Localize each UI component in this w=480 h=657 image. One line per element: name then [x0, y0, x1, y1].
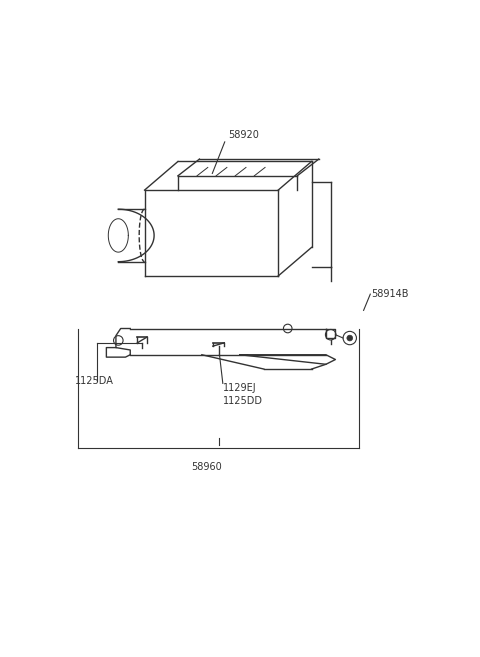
Text: 1125DA: 1125DA: [75, 376, 114, 386]
Text: 58914B: 58914B: [371, 289, 409, 299]
Circle shape: [347, 335, 353, 341]
Text: 1129EJ
1125DD: 1129EJ 1125DD: [223, 384, 264, 406]
Text: 58920: 58920: [228, 130, 259, 140]
Text: 58960: 58960: [191, 462, 222, 472]
